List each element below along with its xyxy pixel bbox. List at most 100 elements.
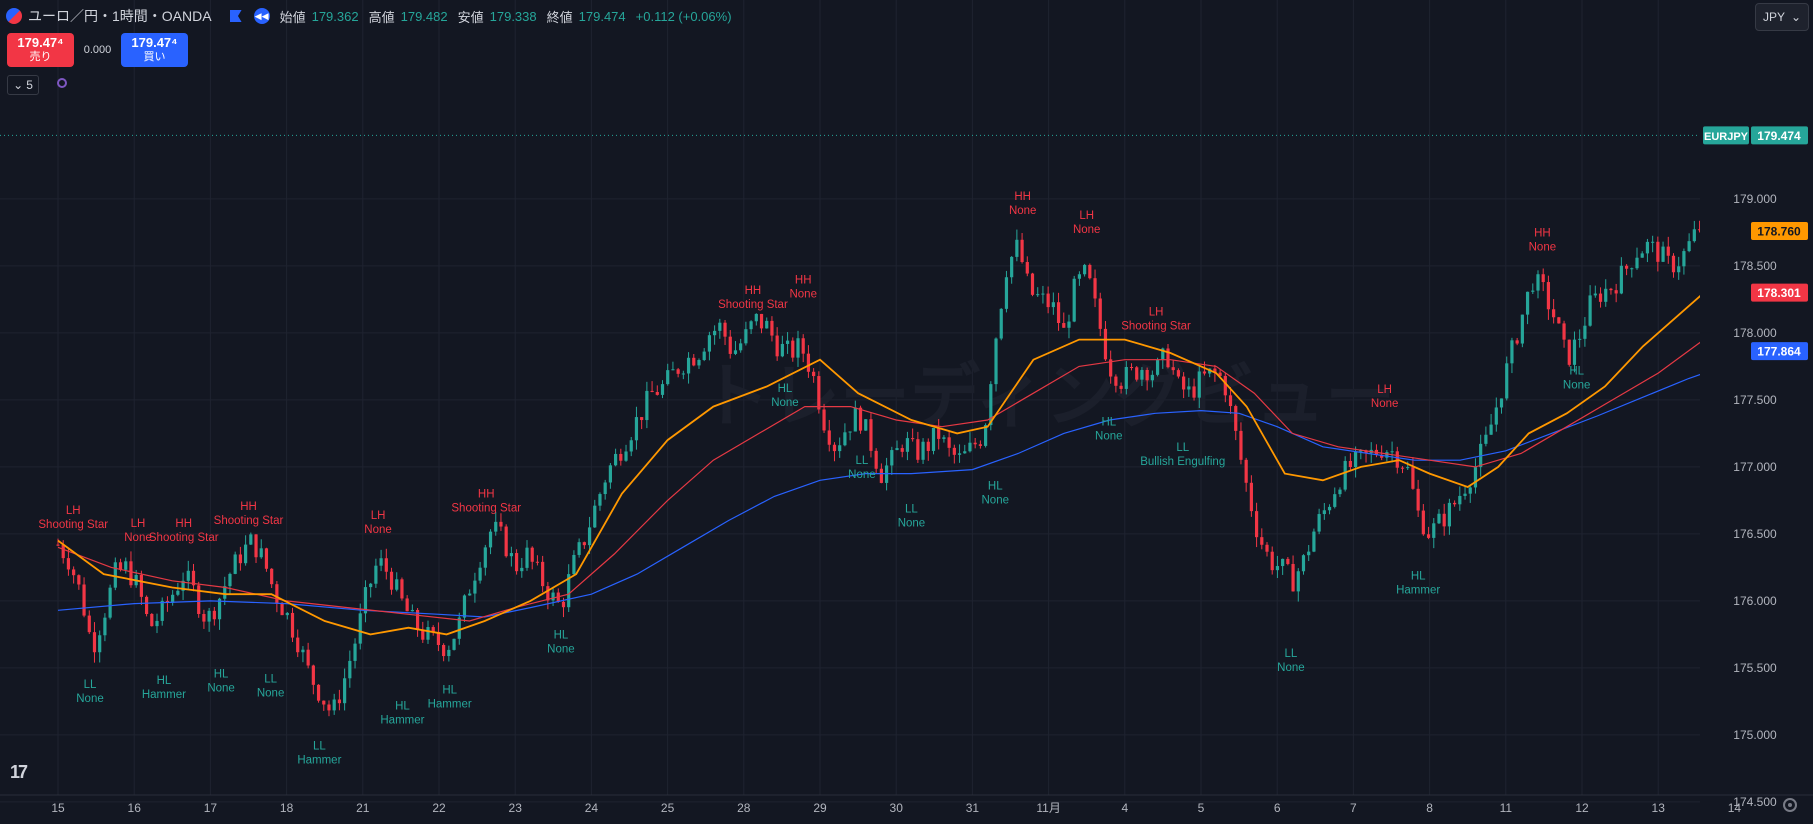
candle-body: [1129, 367, 1134, 369]
candle-body: [1640, 253, 1644, 258]
candle-body: [322, 700, 326, 705]
pattern-label: None: [1563, 379, 1591, 391]
candle-body: [1520, 314, 1524, 344]
x-tick-label: 25: [661, 801, 675, 815]
indicator-status-icon[interactable]: [57, 78, 67, 88]
x-tick-label: 4: [1121, 801, 1128, 815]
candle-body: [520, 567, 524, 572]
candle-body: [275, 584, 279, 604]
candle-body: [1327, 506, 1332, 511]
candle-body: [1093, 278, 1097, 299]
candle-body: [1505, 363, 1509, 399]
candle-body: [1249, 482, 1253, 512]
pattern-label: Hammer: [297, 755, 341, 767]
candle-body: [812, 371, 816, 377]
pattern-label: LH: [1377, 384, 1392, 396]
pattern-label: HL: [1569, 365, 1584, 377]
sell-button[interactable]: 179.47⁴ 売り: [7, 33, 74, 67]
candle-body: [1187, 386, 1191, 390]
currency-value: JPY: [1762, 10, 1785, 24]
candle-body: [1124, 367, 1128, 389]
buy-button[interactable]: 179.47⁴ 買い: [121, 33, 188, 67]
candle-body: [1182, 376, 1186, 390]
pattern-label: None: [1277, 662, 1305, 674]
candle-body: [1004, 277, 1009, 309]
pattern-label: None: [547, 643, 575, 655]
candle-body: [1197, 371, 1201, 398]
candle-body: [921, 441, 925, 460]
pattern-label: None: [257, 688, 285, 700]
y-tick-label: 175.000: [1733, 728, 1777, 742]
candle-body: [780, 343, 784, 357]
price-tag-label: 178.760: [1757, 225, 1801, 239]
pattern-label: Hammer: [428, 698, 472, 710]
y-tick-label: 177.500: [1733, 393, 1777, 407]
symbol-title[interactable]: ユーロ／円・1時間・OANDA: [28, 8, 212, 24]
x-tick-label: 14: [1728, 801, 1742, 815]
pattern-label: Hammer: [380, 714, 424, 726]
pattern-label: LH: [66, 505, 81, 517]
replay-icon[interactable]: ◀◀: [253, 8, 270, 24]
candle-body: [567, 574, 571, 608]
indicators-toggle[interactable]: ⌄ 5: [7, 75, 39, 95]
candle-body: [254, 534, 258, 558]
candle-body: [1291, 563, 1295, 592]
candle-body: [155, 620, 159, 627]
candle-body: [832, 444, 837, 452]
candle-body: [1588, 295, 1592, 326]
pattern-label: None: [1009, 205, 1037, 217]
pattern-label: HL: [778, 383, 793, 395]
pattern-label: Hammer: [1396, 584, 1440, 596]
candle-body: [504, 526, 508, 557]
ma-fast-line: [57, 230, 1774, 636]
candle-body: [468, 593, 472, 596]
candle-body: [1359, 450, 1363, 452]
gear-icon[interactable]: [1783, 798, 1797, 812]
candle-body: [733, 350, 738, 354]
price-axis[interactable]: [1700, 0, 1813, 824]
pattern-label: Shooting Star: [451, 503, 521, 515]
candle-body: [400, 579, 404, 599]
candle-body: [978, 444, 982, 446]
candle-body: [926, 441, 930, 451]
candle-body: [947, 437, 951, 448]
candle-body: [1098, 298, 1102, 329]
candle-body: [1666, 246, 1670, 256]
pattern-label: None: [898, 517, 926, 529]
x-tick-label: 16: [128, 801, 142, 815]
candle-body: [171, 594, 175, 603]
candle-body: [296, 637, 300, 653]
candle-body: [660, 384, 665, 395]
pattern-label: LH: [371, 510, 386, 522]
candle-body: [1421, 510, 1425, 535]
pattern-label: HL: [554, 629, 569, 641]
candle-body: [1036, 294, 1040, 296]
pattern-label: HH: [795, 274, 812, 286]
candle-body: [749, 321, 753, 330]
x-tick-label: 11月: [1036, 801, 1060, 815]
x-tick-label: 18: [280, 801, 294, 815]
candle-body: [770, 320, 774, 336]
candle-body: [801, 338, 805, 354]
tradingview-logo-icon[interactable]: 17: [10, 762, 28, 782]
candle-body: [1333, 494, 1337, 507]
pattern-label: None: [364, 524, 392, 536]
candle-body: [1322, 510, 1326, 515]
candle-body: [285, 612, 289, 616]
candle-body: [249, 534, 253, 545]
candle-body: [942, 437, 946, 439]
candle-body: [442, 644, 446, 657]
candle-body: [1697, 229, 1702, 231]
flag-icon[interactable]: [229, 10, 242, 22]
candle-body: [1218, 372, 1222, 376]
candle-body: [572, 554, 576, 575]
candle-body: [421, 629, 425, 640]
candle-body: [1677, 266, 1681, 273]
currency-select[interactable]: JPY ⌄: [1755, 3, 1809, 31]
candle-body: [1307, 551, 1311, 556]
candle-body: [1083, 264, 1087, 275]
candle-body: [587, 527, 592, 546]
candle-body: [937, 427, 941, 439]
candle-body: [1030, 273, 1035, 295]
